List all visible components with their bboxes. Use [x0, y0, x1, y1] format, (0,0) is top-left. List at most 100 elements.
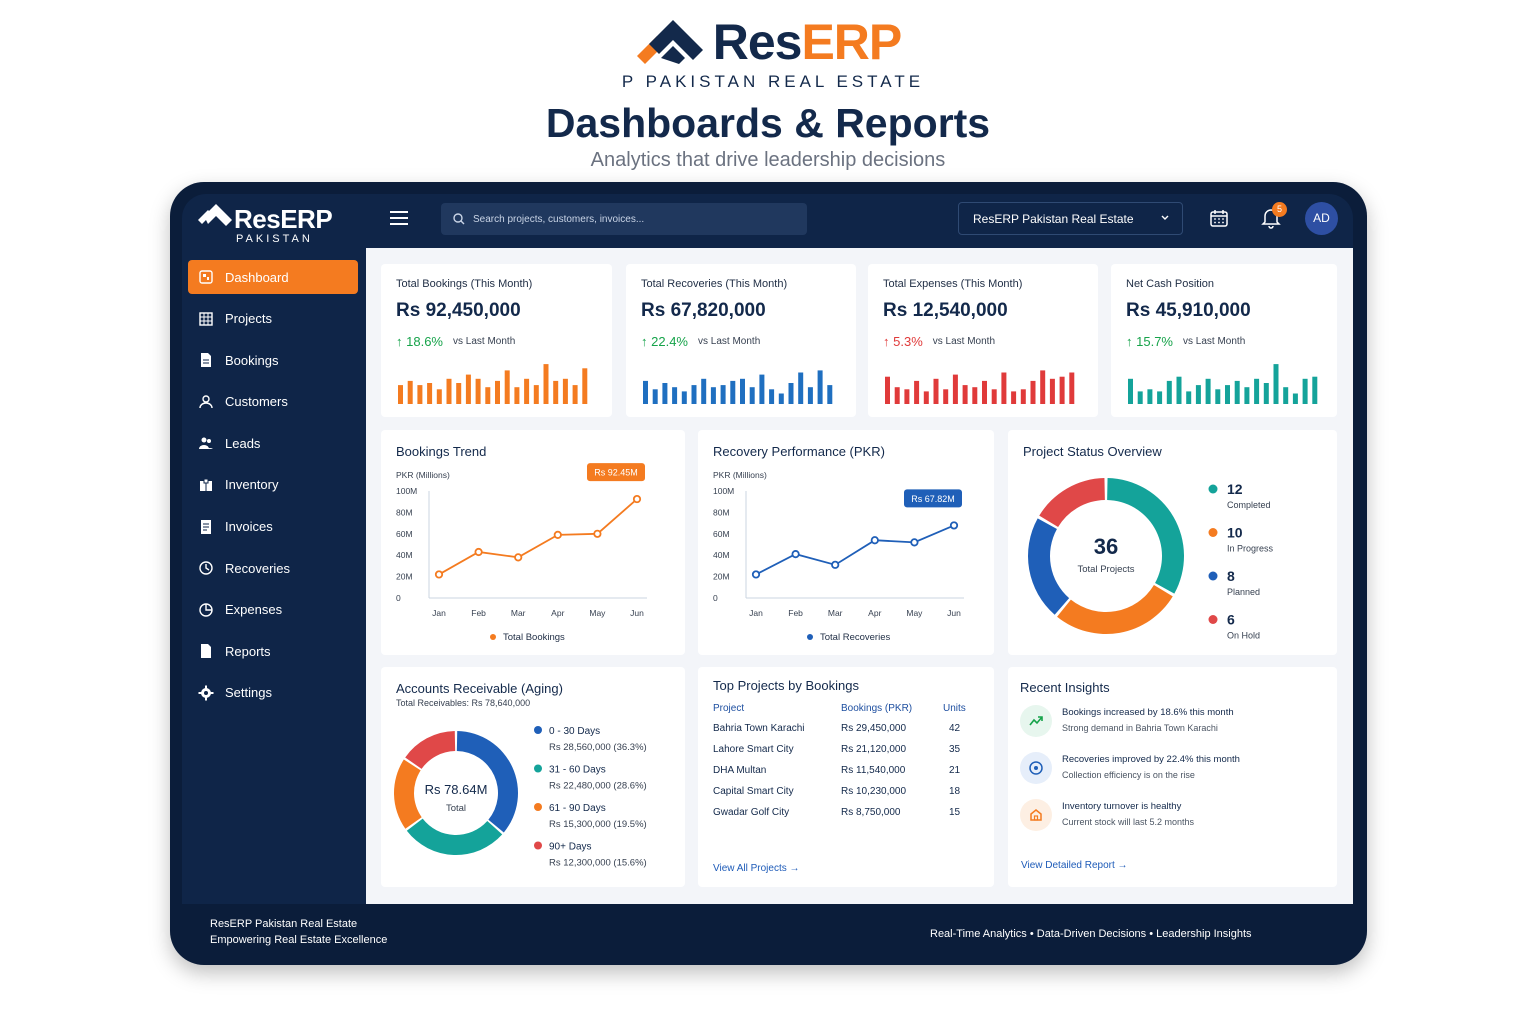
sidebar-item-dashboard[interactable]: Dashboard	[188, 260, 358, 294]
kpi-delta-value: 15.7%	[1136, 334, 1173, 349]
spark-bar	[1011, 391, 1017, 404]
table-row[interactable]: Gwadar Golf City Rs 8,750,000 15	[713, 807, 983, 828]
insight-item[interactable]: Bookings increased by 18.6% this month S…	[1020, 705, 1320, 745]
x-tick-label: May	[906, 608, 923, 618]
insight-subtitle: Strong demand in Bahria Town Karachi	[1062, 723, 1218, 733]
chevron-down-icon	[1161, 215, 1169, 220]
center-label: Total	[446, 803, 466, 814]
legend-detail: Rs 28,560,000 (36.3%)	[549, 742, 647, 753]
column-header: Bookings (PKR)	[841, 703, 913, 714]
spark-bar	[962, 385, 968, 404]
sidebar-logo[interactable]: ResERP PAKISTAN	[198, 200, 358, 250]
table-row[interactable]: Lahore Smart City Rs 21,120,000 35	[713, 744, 983, 765]
kpi-delta: ↑ 22.4% vs Last Month	[641, 334, 760, 349]
table-row[interactable]: Capital Smart City Rs 10,230,000 18	[713, 786, 983, 807]
spark-bar	[514, 387, 520, 404]
sidebar-item-inventory[interactable]: Inventory	[188, 468, 358, 502]
kpi-title: Total Bookings (This Month)	[396, 278, 533, 290]
column-header: Project	[713, 703, 745, 714]
kpi-sparkbars	[643, 370, 833, 404]
footer-highlights: Real-Time Analytics • Data-Driven Decisi…	[930, 928, 1252, 940]
x-tick-label: May	[589, 608, 606, 618]
sidebar-item-label: Expenses	[225, 602, 283, 618]
series-line	[438, 498, 638, 576]
sidebar-item-bookings[interactable]: Bookings	[188, 343, 358, 377]
spark-bar	[1049, 378, 1055, 404]
footer-company: ResERP Pakistan Real Estate	[210, 918, 358, 930]
calendar-icon[interactable]	[1209, 208, 1229, 228]
table-cell: Rs 10,230,000	[841, 786, 907, 797]
spark-bar	[495, 380, 500, 404]
y-tick-label: 80M	[396, 507, 413, 517]
kpi-delta: ↑ 15.7% vs Last Month	[1126, 334, 1245, 349]
data-point	[474, 547, 483, 557]
spark-bar	[553, 380, 559, 404]
sidebar-item-label: Inventory	[225, 477, 279, 493]
spark-bar	[475, 378, 481, 404]
sidebar-item-label: Dashboard	[225, 269, 289, 285]
y-tick-label: 60M	[396, 529, 413, 539]
sidebar-item-label: Invoices	[225, 519, 273, 535]
x-tick-label: Jan	[749, 608, 763, 618]
sidebar-item-customers[interactable]: Customers	[188, 385, 358, 419]
sidebar-item-reports[interactable]: Reports	[188, 634, 358, 668]
sidebar-item-settings[interactable]: Settings	[188, 676, 358, 710]
view-detailed-report-link[interactable]: View Detailed Report →	[1021, 860, 1128, 871]
spark-bar	[923, 391, 929, 404]
gear-icon	[198, 685, 214, 701]
y-tick-label: 40M	[396, 550, 413, 560]
insight-item[interactable]: Inventory turnover is healthy Current st…	[1020, 799, 1320, 839]
search-box[interactable]	[441, 203, 807, 235]
donut-slice	[1039, 478, 1105, 528]
kpi-card-bookings[interactable]: Total Bookings (This Month) Rs 92,450,00…	[381, 264, 612, 417]
sidebar-item-expenses[interactable]: Expenses	[188, 593, 358, 627]
organization-select[interactable]: ResERP Pakistan Real Estate	[958, 202, 1183, 235]
sidebar-item-projects[interactable]: Projects	[188, 302, 358, 336]
kpi-card-net-cash[interactable]: Net Cash Position Rs 45,910,000 ↑ 15.7% v…	[1111, 264, 1337, 417]
menu-icon[interactable]	[390, 211, 408, 225]
kpi-card-expenses[interactable]: Total Expenses (This Month) Rs 12,540,00…	[868, 264, 1098, 417]
legend-dot	[1208, 571, 1218, 581]
callout-badge	[587, 463, 645, 482]
grid-icon	[198, 311, 214, 327]
table-row[interactable]: Bahria Town Karachi Rs 29,450,000 42	[713, 723, 983, 744]
sidebar-item-leads[interactable]: Leads	[188, 426, 358, 460]
card-title: Recovery Performance (PKR)	[713, 444, 885, 459]
project-status-card: Project Status Overview 36 Total Projects…	[1008, 430, 1337, 655]
sidebar-logo-subtext: PAKISTAN	[236, 233, 313, 245]
y-tick-label: 0	[396, 593, 401, 603]
data-point	[791, 550, 800, 559]
brand-row: ResERP	[0, 14, 1536, 70]
search-input[interactable]	[473, 213, 793, 225]
spark-bar	[769, 389, 775, 404]
kpi-vs: vs Last Month	[932, 336, 996, 347]
avatar[interactable]: AD	[1305, 202, 1338, 235]
sidebar-item-recoveries[interactable]: Recoveries	[188, 551, 358, 585]
sidebar-item-label: Recoveries	[225, 560, 291, 576]
arrow-up-icon: ↑	[1126, 334, 1133, 349]
table-row[interactable]: DHA Multan Rs 11,540,000 21	[713, 765, 983, 786]
legend-label: 31 - 60 Days	[549, 765, 606, 776]
y-axis-label: PKR (Millions)	[713, 470, 767, 480]
spark-bar	[885, 376, 890, 404]
spark-bar	[662, 383, 668, 404]
top-projects-card: Top Projects by Bookings Project Booking…	[698, 667, 994, 887]
y-tick-label: 20M	[396, 572, 413, 582]
spark-bar	[1059, 376, 1065, 404]
arrow-up-icon: ↑	[883, 334, 890, 349]
kpi-card-recoveries[interactable]: Total Recoveries (This Month) Rs 67,820,…	[626, 264, 856, 417]
spark-bar	[943, 389, 949, 404]
insight-item[interactable]: Recoveries improved by 22.4% this month …	[1020, 752, 1320, 792]
sidebar-item-invoices[interactable]: Invoices	[188, 510, 358, 544]
insight-subtitle: Current stock will last 5.2 months	[1062, 817, 1195, 827]
table-cell: 15	[949, 807, 961, 818]
spark-bar	[524, 378, 530, 404]
sidebar-item-label: Customers	[225, 394, 288, 410]
spark-bar	[533, 385, 539, 404]
callout-badge	[904, 489, 962, 508]
spark-bar	[582, 368, 588, 404]
data-point	[632, 494, 642, 504]
view-all-projects-link[interactable]: View All Projects →	[713, 863, 800, 874]
kpi-vs: vs Last Month	[453, 336, 516, 347]
center-value: Rs 78.64M	[425, 782, 488, 797]
